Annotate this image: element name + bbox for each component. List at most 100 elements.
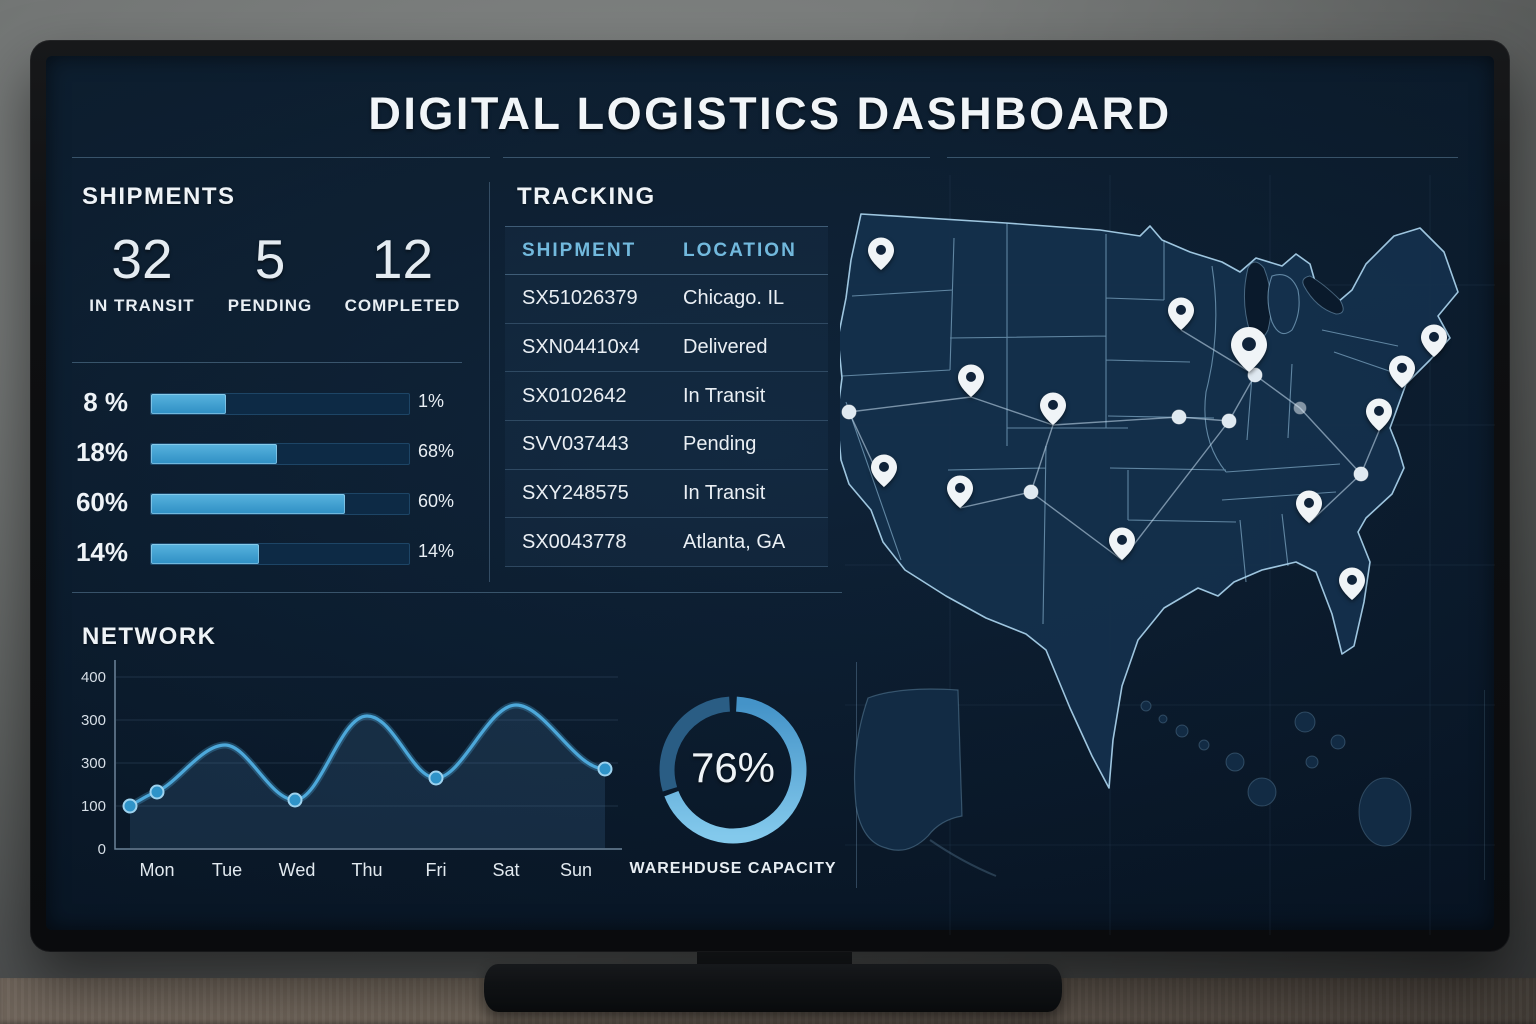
tracking-row-location: In Transit [683, 384, 766, 407]
chart-area-fill [130, 705, 605, 848]
route-node [1023, 484, 1039, 500]
y-tick-0: 0 [97, 841, 106, 858]
network-heading: NETWORK [82, 623, 217, 650]
progress-row-2-label: 18% [75, 437, 128, 467]
tracking-row-location: Atlanta, GA [683, 530, 786, 553]
progress-row-1-value: 1% [418, 391, 445, 411]
us-network-map [840, 175, 1495, 935]
route-node [1293, 401, 1307, 415]
stat-completed-label: COMPLETED [344, 296, 461, 315]
header-divider-middle [503, 157, 930, 158]
tracking-row[interactable]: SX51026379 Chicago. IL [505, 275, 828, 324]
route-line [1052, 416, 1180, 426]
progress-row-1-fill [151, 394, 226, 414]
stat-pending-value: 5 [254, 228, 286, 290]
chart-axes [114, 660, 622, 850]
lake-huron-erie [1302, 275, 1344, 315]
us-mainland [840, 213, 1459, 789]
gauge-remainder-arc [659, 696, 731, 792]
progress-row-3: 60% 60% [60, 487, 470, 518]
shipments-divider [72, 362, 462, 363]
progress-row-1-label: 8 % [83, 387, 128, 417]
stat-in-transit-label: IN TRANSIT [89, 296, 195, 315]
route-line [1228, 374, 1256, 422]
day-label-tue: Tue [211, 860, 243, 880]
gauge-value-arc [664, 696, 807, 844]
tracking-table-header: SHIPMENT LOCATION [505, 227, 828, 275]
tracking-row-shipment: SXY248575 [522, 482, 629, 505]
route-line [1030, 491, 1123, 561]
warehouse-capacity-gauge [659, 696, 807, 844]
route-line [1030, 424, 1054, 493]
tracking-row-shipment: SVV037443 [522, 433, 629, 456]
progress-row-4-track [150, 543, 410, 565]
shipments-heading: SHIPMENTS [82, 183, 236, 210]
tracking-row-shipment: SX51026379 [522, 287, 638, 310]
progress-row-1-track [150, 393, 410, 415]
tracking-row[interactable]: SXN04410x4 Delivered [505, 324, 828, 373]
network-line-chart [114, 660, 622, 850]
route-node [1353, 466, 1369, 482]
progress-row-3-label: 60% [75, 487, 128, 517]
lake-michigan [1243, 261, 1272, 339]
hawaii-islands [1140, 700, 1412, 847]
progress-row-2: 18% 68% [60, 437, 470, 468]
progress-row-3-fill [151, 494, 345, 514]
tracking-col-location: LOCATION [683, 239, 797, 261]
tracking-row[interactable]: SXY248575 In Transit [505, 470, 828, 519]
tracking-row[interactable]: SX0043778 Atlanta, GA [505, 518, 828, 568]
y-tick-100: 100 [80, 798, 106, 815]
route-line [1180, 329, 1256, 376]
stat-in-transit-value: 32 [111, 228, 173, 290]
day-label-sun: Sun [559, 860, 593, 880]
progress-row-2-fill [151, 444, 278, 464]
day-label-sat: Sat [492, 860, 520, 880]
route-line [1178, 416, 1230, 422]
alaska [853, 688, 963, 851]
chart-line [128, 703, 607, 808]
day-label-thu: Thu [351, 860, 383, 880]
route-line [1254, 374, 1301, 409]
capacity-value: 76% [690, 744, 776, 791]
route-line [1308, 473, 1362, 524]
tracking-row[interactable]: SX0102642 In Transit [505, 372, 828, 422]
progress-row-4: 14% 14% [60, 537, 470, 568]
monitor-stand-base [484, 964, 1062, 1012]
route-line [959, 491, 1032, 509]
capacity-label: WAREHDUSE CAPACITY [629, 860, 837, 877]
stat-pending: 5 PENDING [210, 230, 330, 316]
progress-row-2-value: 68% [418, 441, 455, 461]
progress-row-1: 8 % 1% [60, 387, 470, 418]
tracking-table: SHIPMENT LOCATION SX51026379 Chicago. IL… [505, 226, 828, 568]
page-title: DIGITAL LOGISTICS DASHBOARD [368, 88, 1172, 139]
tracking-row-shipment: SX0043778 [522, 530, 627, 553]
chart-gridlines [116, 676, 618, 807]
day-label-mon: Mon [139, 860, 175, 880]
shipping-routes [848, 329, 1380, 561]
route-node [1247, 367, 1263, 383]
route-nodes [841, 367, 1369, 500]
stat-completed-value: 12 [371, 228, 434, 290]
progress-row-4-label: 14% [75, 537, 128, 567]
tracking-row-location: Delivered [683, 336, 768, 359]
progress-row-4-value: 14% [418, 541, 455, 561]
day-label-fri: Fri [425, 860, 447, 880]
progress-row-3-value: 60% [418, 491, 455, 511]
y-tick-300b: 300 [80, 755, 106, 772]
route-line [848, 396, 972, 413]
route-line [1360, 430, 1380, 475]
progress-row-3-track [150, 493, 410, 515]
header-divider-right [947, 157, 1458, 158]
progress-row-4-fill [151, 544, 260, 564]
tracking-row-location: Chicago. IL [683, 287, 785, 310]
tracking-row[interactable]: SVV037443 Pending [505, 421, 828, 470]
y-tick-400: 400 [80, 669, 106, 686]
route-node [841, 404, 857, 420]
network-section-divider [72, 592, 842, 593]
route-line [970, 396, 1054, 426]
tracking-row-location: Pending [683, 433, 757, 456]
tracking-heading: TRACKING [517, 183, 656, 210]
tracking-row-shipment: SX0102642 [522, 384, 627, 407]
chart-point-markers [122, 761, 613, 814]
